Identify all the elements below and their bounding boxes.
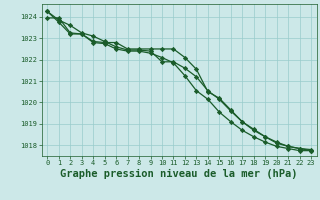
X-axis label: Graphe pression niveau de la mer (hPa): Graphe pression niveau de la mer (hPa) <box>60 169 298 179</box>
